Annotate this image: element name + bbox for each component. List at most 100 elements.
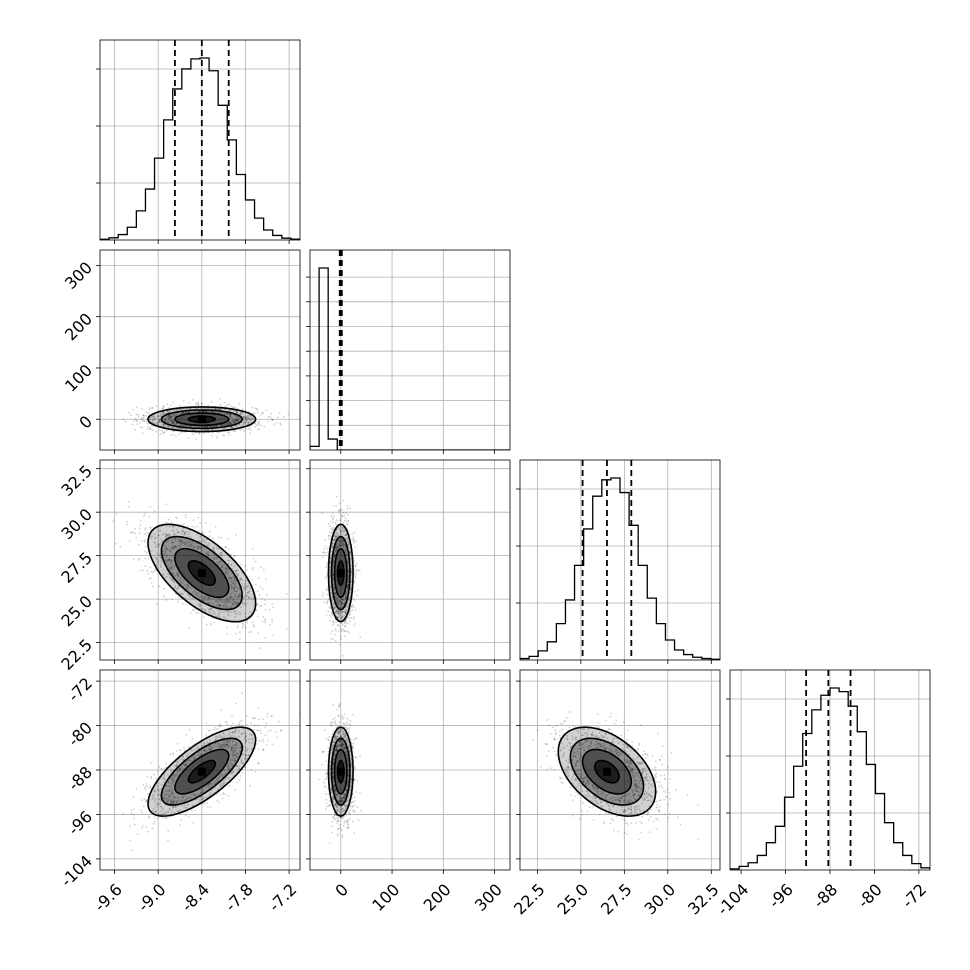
sample-point xyxy=(150,582,153,584)
sample-point xyxy=(173,796,176,799)
sample-point xyxy=(162,573,165,576)
sample-point xyxy=(163,413,165,415)
sample-point xyxy=(336,546,339,549)
sample-point xyxy=(229,581,232,583)
sample-point xyxy=(170,775,173,778)
histogram-1 xyxy=(310,267,510,450)
sample-point xyxy=(333,753,336,756)
sample-point xyxy=(341,797,343,800)
sample-point xyxy=(229,739,232,742)
sample-point xyxy=(145,415,148,417)
sample-point xyxy=(247,417,250,419)
sample-point xyxy=(203,750,206,753)
sample-point xyxy=(195,747,198,750)
sample-point xyxy=(172,806,175,808)
sample-point xyxy=(600,800,602,803)
sample-point xyxy=(343,614,345,617)
sample-point xyxy=(635,772,637,775)
sample-point xyxy=(335,794,338,796)
sample-point xyxy=(234,594,237,597)
sample-point xyxy=(225,721,227,723)
sample-point xyxy=(347,822,350,825)
sample-point xyxy=(651,785,654,787)
sample-point xyxy=(188,594,191,597)
sample-point xyxy=(334,720,337,723)
sample-point xyxy=(179,768,182,770)
sample-point xyxy=(600,745,602,748)
sample-point xyxy=(331,825,334,828)
sample-point xyxy=(165,547,168,550)
sample-point xyxy=(138,532,141,534)
sample-point xyxy=(233,406,236,409)
sample-point xyxy=(330,587,332,589)
sample-point xyxy=(214,612,217,615)
sample-point xyxy=(229,583,232,586)
sample-point xyxy=(354,590,357,593)
sample-point xyxy=(336,808,339,811)
sample-point xyxy=(160,813,163,816)
sample-point xyxy=(219,775,221,778)
sample-point xyxy=(218,734,221,737)
sample-point xyxy=(232,602,235,605)
sample-point xyxy=(242,419,245,422)
sample-point xyxy=(655,817,657,820)
sample-point xyxy=(546,743,549,745)
sample-point xyxy=(172,423,175,425)
sample-point xyxy=(257,724,260,727)
sample-point xyxy=(330,721,332,724)
sample-point xyxy=(616,748,618,751)
sample-point xyxy=(181,755,184,758)
sample-point xyxy=(328,531,331,533)
sample-point xyxy=(331,571,334,574)
sample-point xyxy=(151,535,154,538)
sample-point xyxy=(349,817,351,820)
sample-point xyxy=(353,541,356,544)
sample-point xyxy=(177,759,180,761)
sample-point xyxy=(218,604,221,607)
sample-point xyxy=(169,550,172,553)
sample-point xyxy=(355,594,358,597)
sample-point xyxy=(234,759,237,762)
sample-point xyxy=(347,775,350,778)
sample-point xyxy=(229,422,232,425)
sample-point xyxy=(225,569,227,572)
sample-point xyxy=(186,425,189,428)
sample-point xyxy=(349,550,351,553)
sample-point xyxy=(228,422,231,425)
sample-point xyxy=(329,764,331,767)
sample-point xyxy=(336,735,339,738)
sample-point xyxy=(171,421,174,423)
sample-point xyxy=(350,584,352,587)
sample-point xyxy=(656,791,658,794)
sample-point xyxy=(321,750,324,753)
sample-point xyxy=(258,422,261,425)
sample-point xyxy=(636,764,639,767)
sample-point xyxy=(343,822,346,824)
sample-point xyxy=(172,413,175,416)
sample-point xyxy=(171,782,174,785)
sample-point xyxy=(344,593,347,596)
sample-point xyxy=(236,781,239,784)
contour-line xyxy=(333,547,348,599)
sample-point xyxy=(250,747,253,750)
sample-point xyxy=(236,411,239,414)
sample-point xyxy=(162,407,165,409)
y-tick-label: 0 xyxy=(75,412,96,433)
sample-point xyxy=(221,783,224,786)
sample-point xyxy=(220,554,222,556)
sample-point xyxy=(341,514,343,517)
sample-point xyxy=(622,743,625,746)
sample-point xyxy=(175,435,177,438)
sample-point xyxy=(171,774,174,776)
sample-point xyxy=(172,752,175,755)
sample-point xyxy=(232,731,235,734)
sample-point xyxy=(157,421,160,424)
sample-point xyxy=(340,797,342,800)
sample-point xyxy=(634,788,637,791)
sample-point xyxy=(332,776,335,779)
sample-point xyxy=(179,809,182,811)
sample-point xyxy=(243,595,246,598)
sample-point xyxy=(236,419,239,422)
sample-point xyxy=(331,820,334,823)
sample-point xyxy=(334,628,337,630)
